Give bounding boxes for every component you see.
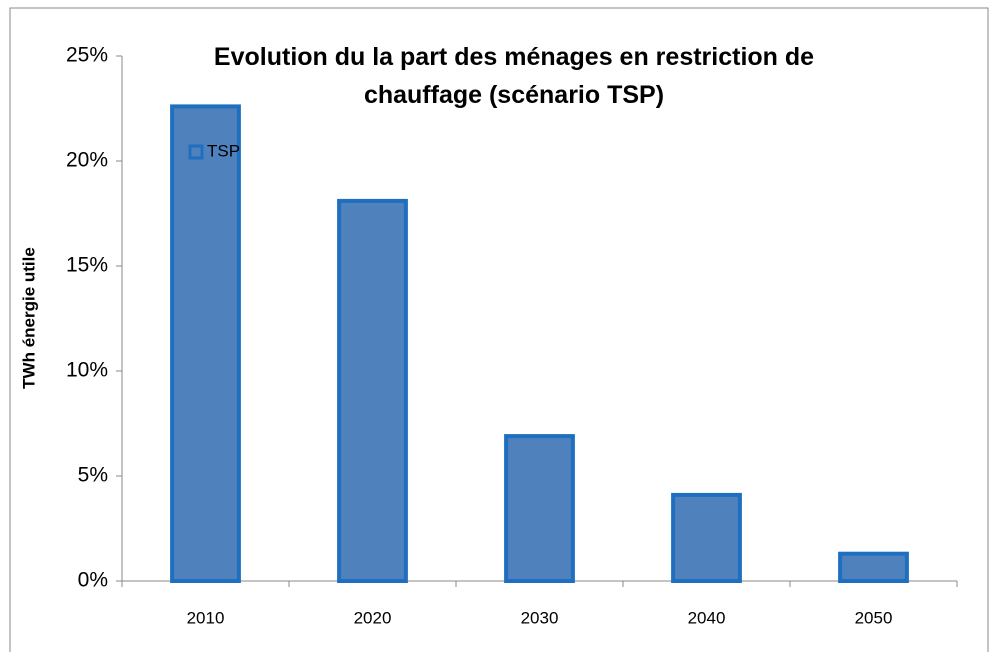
x-tick-label: 2010 [187, 608, 225, 627]
x-tick-label: 2020 [354, 608, 392, 627]
x-tick-label: 2040 [688, 608, 726, 627]
legend-swatch [188, 144, 204, 160]
chart-border [9, 7, 989, 652]
y-tick-label: 10% [66, 359, 108, 382]
y-tick-label: 15% [66, 254, 108, 277]
bar [337, 198, 408, 583]
bar [838, 551, 909, 584]
y-tick-label: 5% [78, 464, 108, 487]
x-tick-label: 2030 [521, 608, 559, 627]
bar [170, 104, 241, 584]
chart-title: Evolution du la part des ménages en rest… [213, 43, 815, 109]
y-tick-label: 25% [66, 44, 108, 67]
bar [504, 434, 575, 583]
y-axis-label: TWh énergie utile [19, 247, 38, 389]
bar [671, 492, 742, 583]
legend-label: TSP [207, 141, 240, 160]
y-tick-label: 20% [66, 149, 108, 172]
y-tick-label: 0% [78, 569, 108, 592]
x-tick-label: 2050 [855, 608, 893, 627]
